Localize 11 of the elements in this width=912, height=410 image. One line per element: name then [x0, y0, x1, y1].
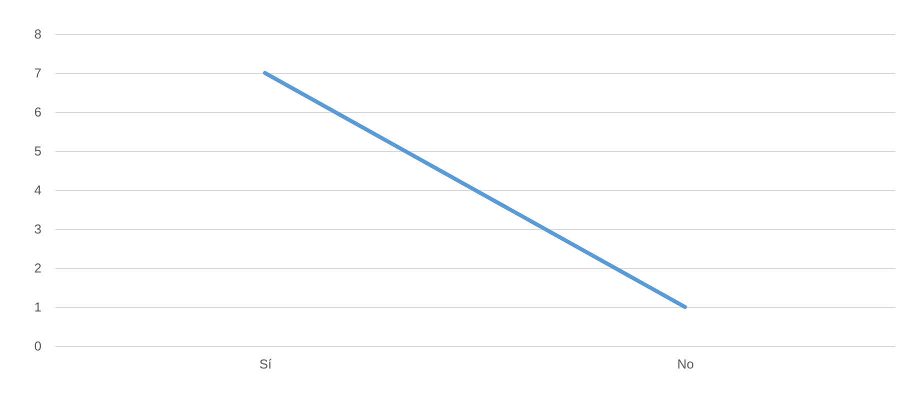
y-tick-label: 5 [34, 144, 42, 158]
x-tick-label: Sí [259, 356, 272, 372]
y-tick-label: 7 [34, 66, 42, 80]
y-tick-label: 6 [34, 104, 42, 120]
y-tick-label: 8 [34, 26, 42, 42]
y-tick-label: 4 [34, 182, 42, 198]
y-tick-label: 2 [34, 260, 42, 276]
y-tick-label: 3 [34, 222, 42, 236]
y-tick-label: 0 [34, 338, 42, 354]
x-tick-label: No [677, 356, 694, 372]
y-tick-label: 1 [34, 300, 42, 314]
